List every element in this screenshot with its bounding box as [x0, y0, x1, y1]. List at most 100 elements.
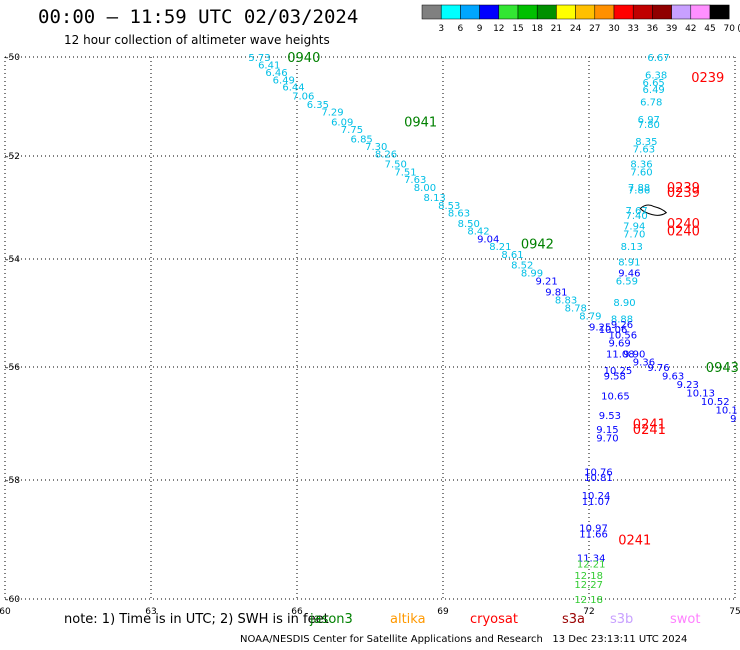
x-tick-label: 63	[145, 607, 156, 617]
wave-height-label: 8.79	[579, 312, 601, 323]
island-outline	[639, 204, 668, 216]
wave-height-label: 10.24	[582, 491, 611, 502]
wave-height-label: 9.46	[618, 269, 640, 280]
wave-height-label: 6.41	[258, 60, 280, 71]
wave-height-label: 9.23	[677, 380, 699, 391]
mission-label-cryosat: cryosat	[470, 612, 518, 627]
note-text: note: 1) Time is in UTC; 2) SWH is in fe…	[64, 612, 329, 627]
wave-height-label: 5.73	[248, 53, 270, 64]
wave-height-label: 6.49	[643, 85, 665, 96]
footer-timestamp: 13 Dec 23:13:11 UTC 2024	[552, 634, 688, 645]
wave-height-label: 8.83	[555, 296, 577, 307]
y-tick-label: -50	[5, 53, 20, 63]
time-label: 0241	[633, 418, 666, 433]
wave-height-label: 10.56	[608, 331, 637, 342]
wave-height-label: 8.00	[414, 183, 436, 194]
wave-height-label: 8.91	[618, 258, 640, 269]
wave-height-label: 9.53	[599, 411, 621, 422]
wave-height-label: 12.21	[577, 559, 606, 570]
colorbar-unit: (ft)	[737, 24, 740, 34]
colorbar-label: 70	[723, 24, 735, 34]
wave-height-label: 7.86	[628, 185, 650, 196]
wave-height-label: 8.26	[375, 150, 397, 161]
time-label: 0239	[667, 186, 700, 201]
wave-height-label: 8.21	[489, 242, 511, 253]
wave-height-label: 7.75	[341, 125, 363, 136]
colorbar-label: 9	[477, 24, 483, 34]
mission-label-altika: altika	[390, 612, 426, 627]
wave-height-label: 9.21	[535, 277, 557, 288]
wave-height-label: 9.70	[596, 434, 618, 445]
colorbar-label: 12	[493, 24, 504, 34]
wave-height-label: 7.63	[633, 145, 655, 156]
time-label: 0239	[667, 181, 700, 196]
wave-height-label: 6.09	[331, 117, 353, 128]
wave-height-label: 7.67	[626, 206, 648, 217]
colorbar-label: 15	[512, 24, 523, 34]
colorbar-label: 18	[531, 24, 543, 34]
wave-height-label: 11.07	[582, 497, 611, 508]
wave-height-label: 9.63	[662, 371, 684, 382]
colorbar-label: 21	[551, 24, 562, 34]
wave-height-label: 10.81	[584, 473, 613, 484]
colorbar-label: 39	[666, 24, 678, 34]
wave-height-label: 8.52	[511, 260, 533, 271]
wave-height-label: 9.76	[647, 363, 669, 374]
wave-height-label: 10.25	[604, 366, 633, 377]
wave-height-label: 8.61	[501, 250, 523, 261]
x-tick-label: 60	[0, 607, 11, 617]
colorbar-label: 3	[438, 24, 444, 34]
mission-label-s3b: s3b	[610, 612, 634, 627]
colorbar-label: 33	[627, 24, 638, 34]
wave-height-label: 9.69	[608, 339, 630, 350]
wave-height-label: 12.18	[574, 595, 603, 606]
wave-height-label: 8.63	[448, 209, 470, 220]
wave-height-label: 10.52	[701, 397, 730, 408]
wave-height-label: 10.65	[601, 391, 630, 402]
colorbar-label: 36	[647, 24, 659, 34]
wave-height-label: 9.04	[477, 234, 499, 245]
wave-height-label: 6.59	[616, 277, 638, 288]
wave-height-label: 10.1	[716, 405, 738, 416]
time-label: 0240	[667, 225, 700, 240]
wave-height-label: 7.50	[385, 160, 407, 171]
wave-height-label: 6.38	[645, 70, 667, 81]
wave-height-label: 7.94	[623, 222, 645, 233]
wave-height-label: 8.35	[635, 137, 657, 148]
page-subtitle: 12 hour collection of altimeter wave hei…	[64, 33, 330, 47]
x-tick-label: 69	[437, 607, 449, 617]
wave-height-label: 7.30	[365, 142, 387, 153]
colorbar-label: 6	[458, 24, 464, 34]
wave-height-label: 6.49	[273, 75, 295, 86]
wave-height-label: 7.51	[394, 167, 416, 178]
wave-height-label: 9	[730, 414, 736, 425]
wave-height-label: 7.88	[628, 183, 650, 194]
colorbar-label: 30	[608, 24, 620, 34]
wave-height-label: 6.67	[647, 53, 669, 64]
footer-credit: NOAA/NESDIS Center for Satellite Applica…	[240, 634, 687, 645]
wave-height-label: 8.53	[438, 201, 460, 212]
wave-height-label: 6.78	[640, 98, 662, 109]
time-label: 0240	[667, 217, 700, 232]
wave-height-label: 8.42	[467, 227, 489, 238]
wave-height-label: 9.90	[623, 350, 645, 361]
wave-height-label: 6.44	[282, 83, 304, 94]
x-tick-label: 72	[583, 607, 594, 617]
wave-height-label: 6.85	[351, 135, 373, 146]
wave-height-label: 7.80	[638, 120, 660, 131]
wave-height-label: 7.29	[321, 107, 343, 118]
footer-agency: NOAA/NESDIS Center for Satellite Applica…	[240, 634, 543, 645]
wave-height-label: 10.06	[599, 325, 628, 336]
wave-height-label: 11.34	[577, 553, 606, 564]
mission-label-jason3: jason3	[310, 612, 353, 627]
wave-height-label: 10.13	[686, 388, 715, 399]
wave-height-label: 11.66	[579, 530, 608, 541]
colorbar-swatch	[709, 4, 730, 20]
wave-height-label: 8.13	[621, 242, 643, 253]
wave-height-label: 10.76	[584, 468, 613, 479]
wave-height-label: 8.99	[521, 269, 543, 280]
wave-height-label: 12.18	[574, 571, 603, 582]
colorbar-label: 27	[589, 24, 600, 34]
time-label: 0241	[633, 423, 666, 438]
